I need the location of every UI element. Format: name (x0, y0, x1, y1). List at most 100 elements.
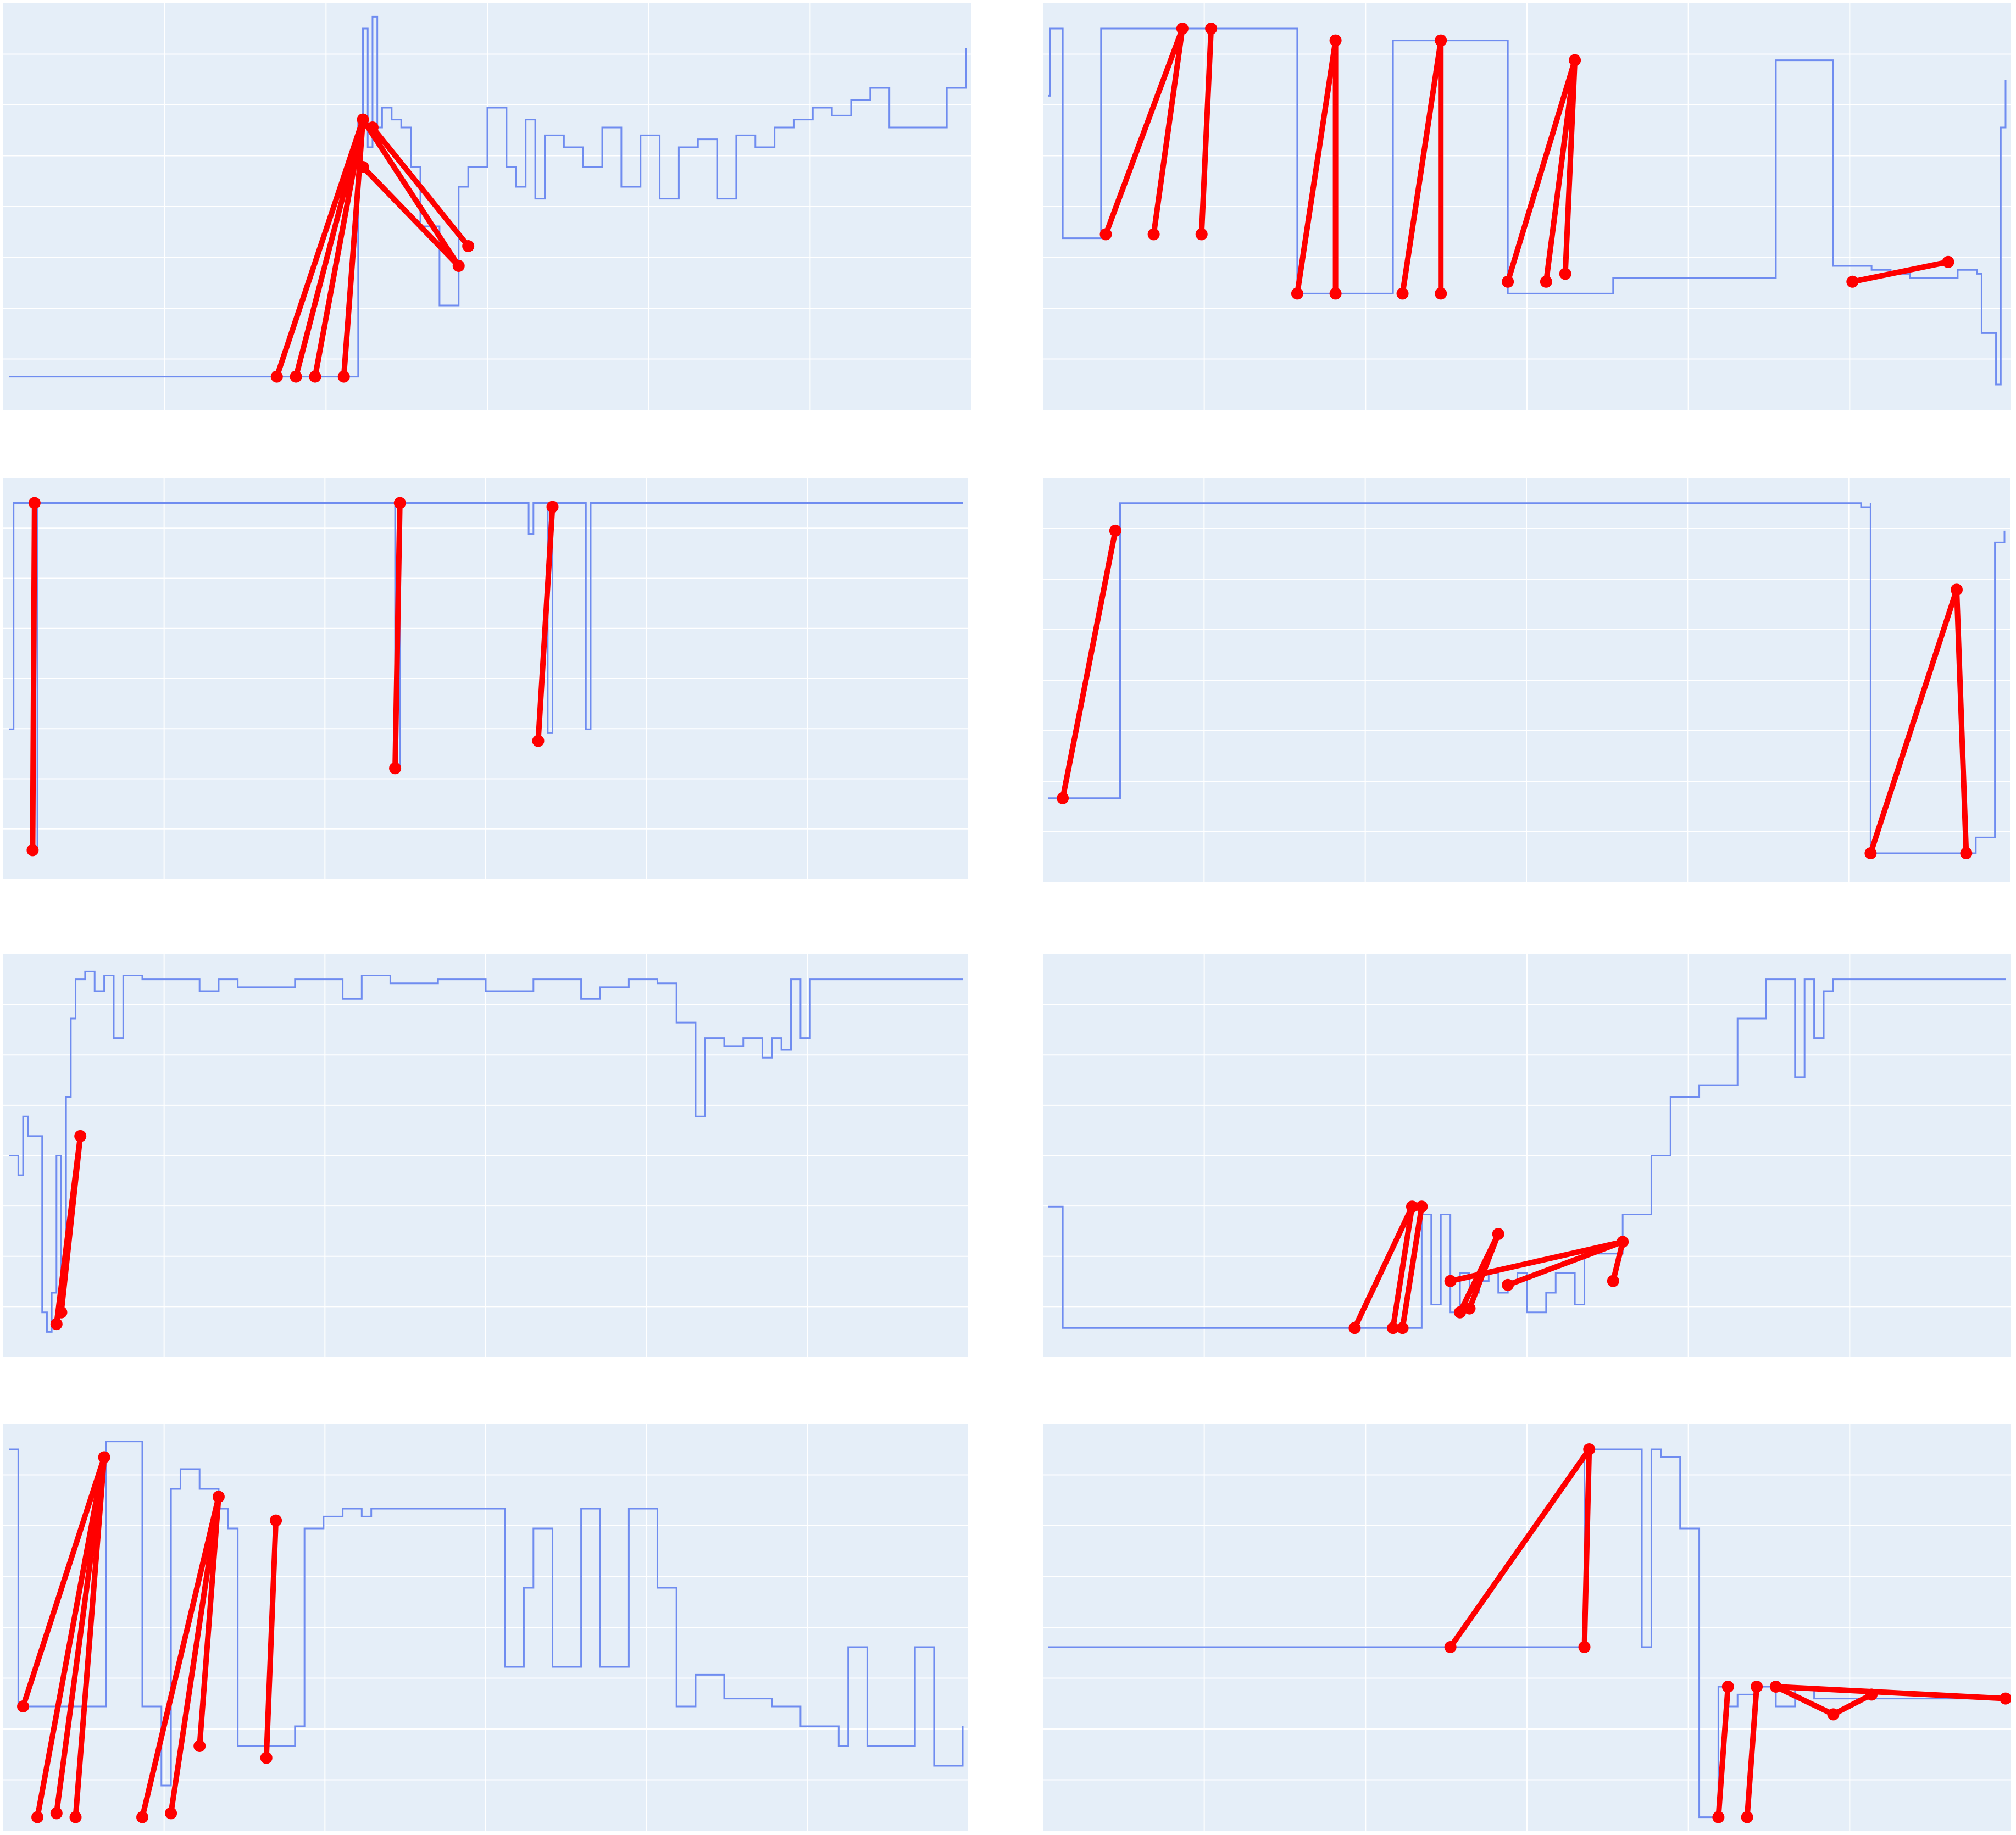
red-link (58, 1133, 84, 1315)
red-link (1868, 587, 1959, 857)
red-marker (1329, 287, 1342, 300)
red-marker (1205, 23, 1218, 35)
red-link (263, 1517, 279, 1761)
red-link (1850, 259, 1951, 285)
red-link (1954, 587, 1969, 857)
series-line-1 (9, 970, 963, 1333)
red-link (73, 1454, 107, 1820)
red-link (1505, 1239, 1626, 1288)
red-link (168, 1494, 221, 1816)
red-link (140, 1494, 221, 1820)
red-marker (1057, 792, 1069, 804)
chart-panel-7 (3, 1424, 968, 1831)
red-marker (31, 1811, 44, 1823)
red-link (1103, 26, 1185, 237)
red-marker (212, 1491, 225, 1503)
red-marker (1444, 1275, 1457, 1287)
red-marker (1865, 1688, 1878, 1701)
red-marker (532, 735, 545, 747)
red-marker (309, 370, 321, 383)
red-link (369, 125, 471, 249)
chart-8 (1043, 1424, 2011, 1831)
red-marker (55, 1306, 68, 1319)
red-link (1294, 37, 1339, 297)
chart-6 (1043, 954, 2011, 1357)
red-link (1447, 1239, 1626, 1284)
red-link (1352, 1204, 1415, 1331)
red-link (1562, 57, 1578, 277)
red-link (1715, 1684, 1731, 1820)
chart-2 (1043, 3, 2011, 410)
red-marker (270, 370, 283, 383)
red-marker (2000, 1692, 2011, 1705)
red-link (1543, 57, 1578, 285)
red-link (1830, 1692, 1875, 1717)
chart-panel-5 (3, 954, 968, 1357)
red-marker (1291, 287, 1303, 300)
red-link (1744, 1684, 1760, 1820)
red-marker (1827, 1708, 1840, 1721)
red-link (1773, 1684, 1836, 1717)
red-marker (260, 1751, 273, 1764)
red-marker (1492, 1228, 1504, 1241)
red-marker (452, 260, 465, 272)
chart-3 (3, 478, 968, 879)
red-marker (1396, 1322, 1409, 1334)
red-link (53, 1454, 107, 1816)
red-marker (546, 501, 559, 513)
red-marker (357, 113, 369, 126)
red-link (360, 164, 462, 269)
red-marker (393, 497, 406, 509)
red-link (1581, 1447, 1592, 1650)
red-marker (1741, 1811, 1753, 1823)
red-marker (1329, 34, 1342, 47)
red-link (35, 1454, 107, 1820)
red-link (535, 504, 556, 744)
series-line-1 (1048, 27, 2007, 386)
red-link (293, 116, 366, 380)
red-link (274, 116, 366, 380)
chart-4 (1043, 478, 2010, 882)
red-marker (1583, 1443, 1596, 1455)
red-link (1399, 1204, 1425, 1331)
red-marker (1502, 275, 1514, 288)
red-marker (1444, 1641, 1457, 1653)
red-link (1390, 1204, 1415, 1331)
red-marker (1454, 1306, 1467, 1319)
red-marker (136, 1811, 149, 1823)
red-marker (290, 370, 302, 383)
red-marker (337, 370, 350, 383)
red-marker (1712, 1811, 1725, 1823)
red-marker (366, 121, 379, 134)
red-marker (1559, 268, 1571, 280)
red-marker (69, 1811, 82, 1823)
red-marker (357, 161, 369, 173)
red-marker (1387, 1322, 1399, 1334)
red-marker (462, 240, 475, 252)
red-marker (1769, 1681, 1782, 1693)
red-link (392, 500, 403, 771)
red-marker (165, 1807, 177, 1820)
red-marker (74, 1130, 87, 1142)
red-link (1447, 1447, 1592, 1650)
red-link (197, 1494, 221, 1749)
red-marker (1951, 583, 1963, 596)
chart-panel-8 (1043, 1424, 2011, 1831)
red-marker (1406, 1200, 1418, 1213)
red-marker (1109, 524, 1121, 537)
red-link (1399, 37, 1444, 297)
red-marker (1195, 228, 1208, 241)
red-marker (1607, 1275, 1619, 1287)
chart-panel-6 (1043, 954, 2011, 1357)
red-marker (1721, 1681, 1734, 1693)
red-marker (98, 1451, 110, 1464)
red-marker (1463, 1302, 1476, 1315)
red-marker (1147, 228, 1160, 241)
red-marker (50, 1807, 63, 1820)
red-marker (1099, 228, 1112, 241)
red-link (30, 500, 37, 853)
red-link (20, 1454, 107, 1709)
red-link (1505, 57, 1578, 285)
red-link (1198, 26, 1214, 237)
red-marker (1415, 1200, 1428, 1213)
